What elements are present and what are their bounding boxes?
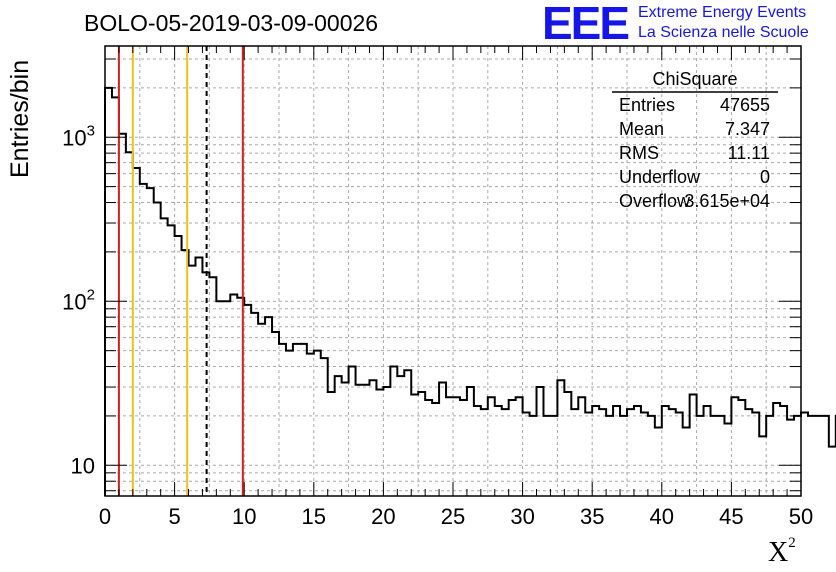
stats-value-entries: 47655 [720, 95, 770, 115]
x-tick-label: 45 [719, 504, 743, 529]
x-tick-label: 35 [580, 504, 604, 529]
y-tick-label: 103 [62, 122, 95, 150]
x-tick-label: 40 [650, 504, 674, 529]
stats-title: ChiSquare [652, 69, 737, 89]
stats-label-mean: Mean [619, 119, 664, 139]
histogram-series [104, 86, 836, 496]
stats-value-mean: 7.347 [725, 119, 770, 139]
stats-value-underflow: 0 [760, 167, 770, 187]
y-tick-label: 102 [62, 286, 95, 314]
stats-value-overflow: 3.615e+04 [684, 191, 770, 211]
stats-label-overflow: Overflow [619, 191, 691, 211]
eee-logo-mark: EEE [542, 0, 630, 49]
x-tick-label: 10 [232, 504, 256, 529]
x-tick-label: 25 [441, 504, 465, 529]
x-tick-label: 20 [371, 504, 395, 529]
x-tick-label: 0 [99, 504, 111, 529]
stats-value-rms: 11.11 [728, 143, 770, 163]
y-tick-label: 10 [71, 453, 95, 478]
x-tick-label: 15 [302, 504, 326, 529]
stats-label-rms: RMS [619, 143, 659, 163]
stats-label-underflow: Underflow [619, 167, 701, 187]
logo-line-2: La Scienza nelle Scuole [638, 24, 809, 41]
logo-line-1: Extreme Energy Events [638, 4, 807, 21]
x-tick-label: 5 [168, 504, 180, 529]
x-axis-label: X2 [768, 535, 796, 568]
x-tick-label: 50 [789, 504, 813, 529]
stats-label-entries: Entries [619, 95, 675, 115]
chart-title: BOLO-05-2019-03-09-00026 [84, 10, 379, 36]
x-tick-label: 30 [510, 504, 534, 529]
